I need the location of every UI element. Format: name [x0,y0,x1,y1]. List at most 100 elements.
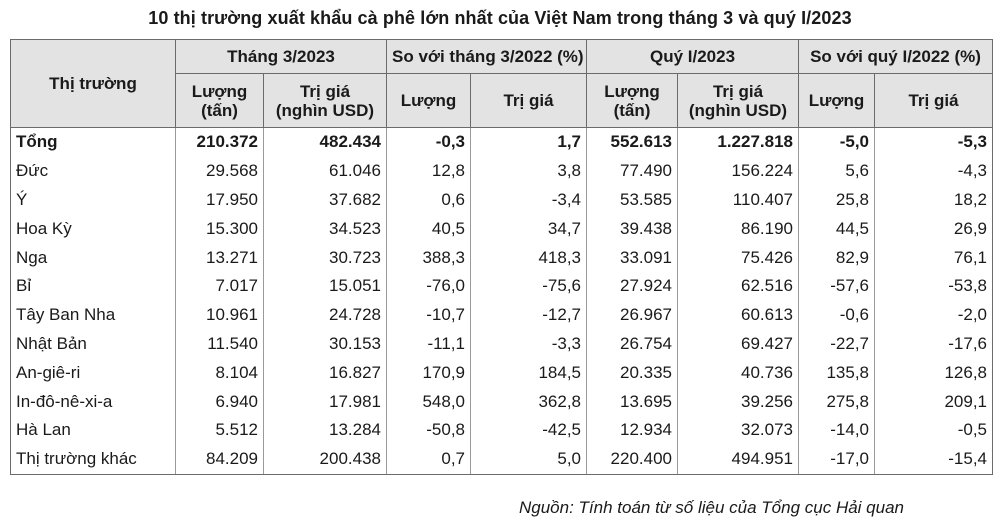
source-note: Nguồn: Tính toán từ số liệu của Tổng cục… [518,498,904,517]
table-cell: 25,8 [798,185,875,215]
table-cell: 30.723 [263,243,387,272]
header-group-quarter-yoy: So với quý I/2022 (%) [798,39,993,74]
header-value-unit: Trị giá (nghìn USD) [677,73,799,128]
table-cell: 13.271 [175,243,264,272]
table-cell: 37.682 [263,185,387,215]
table-cell: 39.438 [586,214,678,244]
table-cell: 13.284 [263,415,387,445]
table-cell: 40,5 [386,214,471,244]
table-cell: 44,5 [798,214,875,244]
table-cell: -76,0 [386,271,471,301]
market-name: Tây Ban Nha [10,300,176,330]
table-cell: -3,4 [470,185,587,215]
table-cell: 17.950 [175,185,264,215]
market-name: An-giê-ri [10,358,176,388]
table-row: Tây Ban Nha 10.961 24.728 -10,7 -12,7 26.967 6… [10,300,993,330]
table-row: Hoa Kỳ 15.300 34.523 40,5 34,7 39.438 86.190 44… [10,214,993,244]
header-volume: Lượng [798,73,875,128]
table-cell: 5.512 [175,415,264,445]
table-cell: 24.728 [263,300,387,330]
table-cell: 32.073 [677,415,799,445]
table-row: Bỉ 7.017 15.051 -76,0 -75,6 27.924 62.516 -57,6… [10,271,993,301]
table-cell: 7.017 [175,271,264,301]
table-cell: -2,0 [874,300,993,330]
table-row: Nga 13.271 30.723 388,3 418,3 33.091 75.426 82,… [10,243,993,272]
table-header: Thị trường Tháng 3/2023 So với tháng 3/2… [10,39,993,128]
table-cell: 12.934 [586,415,678,445]
table-row: Ý 17.950 37.682 0,6 -3,4 53.585 110.407 25,8 18,… [10,185,993,215]
table-cell: -5,3 [874,126,993,157]
table-cell: 1.227.818 [677,126,799,157]
market-name: Hoa Kỳ [10,214,176,244]
table-cell: 34,7 [470,214,587,244]
table-row: Nhật Bản 11.540 30.153 -11,1 -3,3 26.754 69.42… [10,329,993,359]
table-cell: 5,0 [470,444,587,475]
table-cell: 12,8 [386,156,471,186]
table-cell: 5,6 [798,156,875,186]
table-cell: 29.568 [175,156,264,186]
table-cell: 11.540 [175,329,264,359]
market-name: In-đô-nê-xi-a [10,387,176,416]
table-cell: 0,6 [386,185,471,215]
table-cell: 60.613 [677,300,799,330]
table-cell: 210.372 [175,126,264,157]
table-cell: 388,3 [386,243,471,272]
table-row: Hà Lan 5.512 13.284 -50,8 -42,5 12.934 32.073-… [10,415,993,445]
table-cell: 552.613 [586,126,678,157]
market-name: Hà Lan [10,415,176,445]
table-row: Thị trường khác 84.209 200.438 0,7 5,0 220.40… [10,444,993,475]
table-cell: 82,9 [798,243,875,272]
header-market: Thị trường [10,39,176,128]
table-cell: 156.224 [677,156,799,186]
table-cell: -4,3 [874,156,993,186]
table-cell: 34.523 [263,214,387,244]
table-cell: -12,7 [470,300,587,330]
table-cell: -3,3 [470,329,587,359]
table-cell: 18,2 [874,185,993,215]
table-body: Tổng 210.372 482.434 -0,3 1,7 552.613 1.227.81… [10,126,993,475]
market-name: Nga [10,243,176,272]
table-cell: -0,6 [798,300,875,330]
table-cell: -14,0 [798,415,875,445]
table-cell: 26.967 [586,300,678,330]
table-cell: 61.046 [263,156,387,186]
table-cell: 26.754 [586,329,678,359]
table-cell: 27.924 [586,271,678,301]
header-value: Trị giá [874,73,993,128]
market-name: Đức [10,156,176,186]
table-cell: 26,9 [874,214,993,244]
table-cell: 170,9 [386,358,471,388]
table-cell: -42,5 [470,415,587,445]
table-cell: 6.940 [175,387,264,416]
header-group-quarter: Quý I/2023 [586,39,799,74]
table-cell: 209,1 [874,387,993,416]
table-cell: -53,8 [874,271,993,301]
table-cell: 40.736 [677,358,799,388]
table-cell: -57,6 [798,271,875,301]
coffee-export-table: Thị trường Tháng 3/2023 So với tháng 3/2… [10,39,993,475]
table-cell: 8.104 [175,358,264,388]
market-name: Ý [10,185,176,215]
table-row: An-giê-ri 8.104 16.827 170,9 184,5 20.335 40.7… [10,358,993,388]
table-cell: -15,4 [874,444,993,475]
table-cell: 3,8 [470,156,587,186]
table-cell: 110.407 [677,185,799,215]
table-cell: 30.153 [263,329,387,359]
table-cell: 126,8 [874,358,993,388]
market-name: Thị trường khác [10,444,176,475]
table-cell: 20.335 [586,358,678,388]
table-cell: 76,1 [874,243,993,272]
table-cell: 15.051 [263,271,387,301]
table-cell: 75.426 [677,243,799,272]
table-cell: -11,1 [386,329,471,359]
header-value: Trị giá [470,73,587,128]
table-cell: 86.190 [677,214,799,244]
table-cell: -0,3 [386,126,471,157]
table-cell: -10,7 [386,300,471,330]
table-cell: 39.256 [677,387,799,416]
header-volume-unit: Lượng (tấn) [175,73,264,128]
table-cell: 1,7 [470,126,587,157]
table-cell: 13.695 [586,387,678,416]
header-volume: Lượng [386,73,471,128]
table-cell: -22,7 [798,329,875,359]
